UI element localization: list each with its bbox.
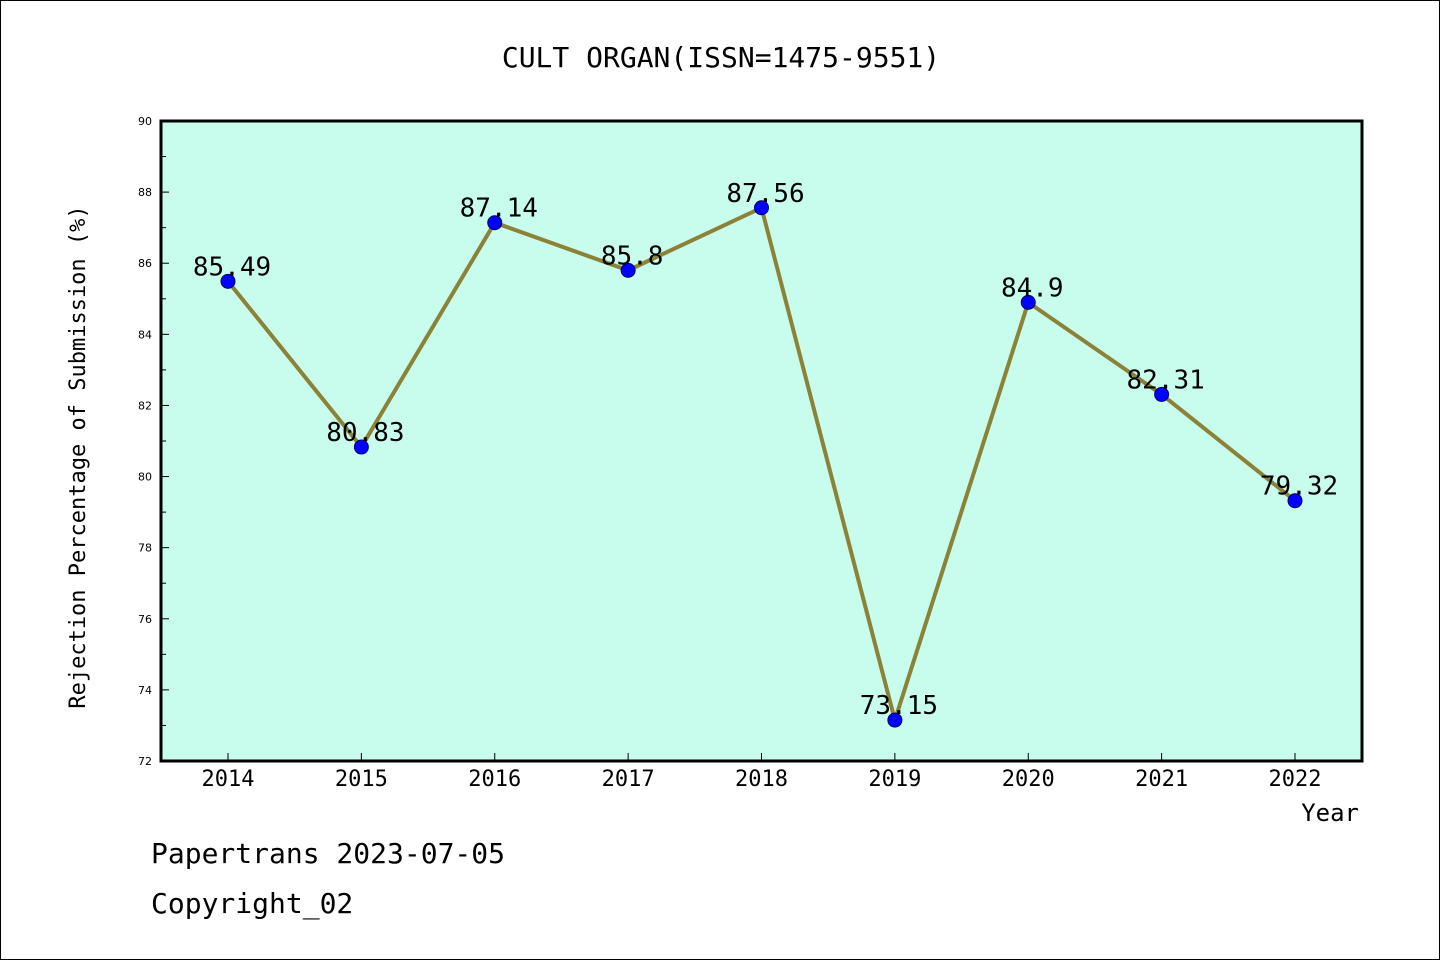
data-label: 73.15 xyxy=(860,691,938,721)
y-tick-label: 86 xyxy=(138,257,152,270)
data-label: 80.83 xyxy=(326,418,404,448)
y-tick-label: 72 xyxy=(138,755,152,768)
x-tick-label: 2020 xyxy=(1002,767,1055,792)
x-tick-label: 2016 xyxy=(468,767,521,792)
footer-copyright-text: Copyright_02 xyxy=(151,887,354,920)
data-point xyxy=(754,200,769,216)
data-point xyxy=(1154,386,1170,402)
x-tick-label: 2015 xyxy=(335,767,388,792)
data-point xyxy=(1287,493,1303,509)
data-point xyxy=(353,439,369,455)
y-tick-label: 82 xyxy=(138,399,152,412)
y-tick-label: 84 xyxy=(138,328,152,341)
x-tick-label: 2014 xyxy=(202,767,255,792)
data-label: 82.31 xyxy=(1126,365,1204,395)
x-tick-label: 2019 xyxy=(868,767,921,792)
y-tick-label: 76 xyxy=(138,613,152,626)
data-label: 79.32 xyxy=(1260,472,1338,502)
y-axis: 72 74 76 78 80 82 84 86 88 90 xyxy=(138,115,169,768)
x-axis-title: Year xyxy=(1301,799,1359,827)
x-tick-label: 2017 xyxy=(602,767,655,792)
plot-border xyxy=(159,119,1364,763)
data-label: 84.9 xyxy=(1001,273,1064,303)
chart-title: CULT ORGAN(ISSN=1475-9551) xyxy=(502,41,940,74)
x-axis: 2014 2015 2016 2017 2018 2019 2020 2021 2022 xyxy=(202,753,1322,792)
y-tick-label: 78 xyxy=(138,542,152,555)
data-point xyxy=(887,712,903,728)
series-group: 85.49 80.83 87.14 85.8 87.56 73.15 84.9 82.31 79… xyxy=(193,179,1338,728)
data-label: 87.56 xyxy=(726,179,804,209)
x-tick-label: 2018 xyxy=(735,767,788,792)
y-tick-label: 90 xyxy=(138,115,152,128)
y-axis-title: Rejection Percentage of Submission (%) xyxy=(66,205,91,708)
y-tick-label: 74 xyxy=(138,684,152,697)
data-label: 85.49 xyxy=(193,252,271,282)
x-tick-label: 2022 xyxy=(1269,767,1322,792)
y-tick-label: 80 xyxy=(138,471,152,484)
data-label: 87.14 xyxy=(460,194,538,224)
data-point xyxy=(620,262,636,278)
data-point xyxy=(487,215,503,231)
y-tick-label: 88 xyxy=(138,186,152,199)
x-tick-label: 2021 xyxy=(1135,767,1188,792)
data-point xyxy=(220,273,236,289)
data-label: 85.8 xyxy=(601,241,664,271)
data-point xyxy=(1020,294,1036,310)
footer-date-text: Papertrans 2023-07-05 xyxy=(151,837,506,870)
